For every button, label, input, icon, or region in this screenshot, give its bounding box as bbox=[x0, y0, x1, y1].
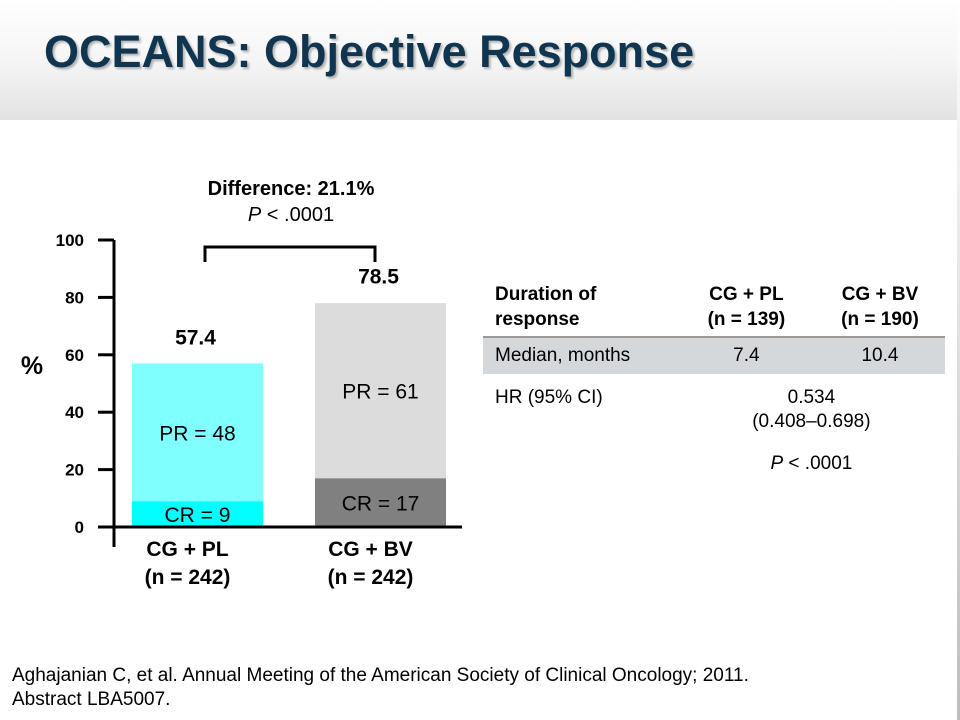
bar-pr-1 bbox=[132, 363, 263, 502]
difference-p-value: P < .0001 bbox=[160, 202, 422, 228]
hr-value-cell: 0.534 (0.408–0.698) bbox=[678, 374, 945, 438]
y-axis: 0 20 40 60 80 100% bbox=[21, 231, 462, 547]
category-label-1: CG + PL bbox=[146, 538, 228, 561]
table-header-bv: CG + BV (n = 190) bbox=[814, 280, 945, 338]
y-tick-label-0: 0 bbox=[75, 518, 84, 537]
median-pl: 7.4 bbox=[677, 337, 815, 374]
table-header-pl: CG + PL (n = 139) bbox=[677, 280, 815, 338]
y-tick-label-40: 40 bbox=[65, 403, 84, 422]
bars-layer bbox=[132, 303, 446, 527]
bar-pr-2 bbox=[315, 303, 446, 479]
table-row-hr: HR (95% CI) 0.534 (0.408–0.698) bbox=[483, 374, 945, 438]
y-tick-label-80: 80 bbox=[65, 288, 84, 307]
hr-value: 0.534 bbox=[787, 387, 836, 408]
difference-label: Difference: 21.1% bbox=[207, 178, 375, 200]
total-label-1: 57.4 bbox=[175, 326, 216, 349]
table-p-symbol: P bbox=[770, 453, 784, 474]
median-label: Median, months bbox=[483, 337, 678, 374]
category-sublabel-2: (n = 242) bbox=[328, 566, 414, 589]
slide-title: OCEANS: Objective Response bbox=[44, 26, 695, 77]
y-tick-label-60: 60 bbox=[65, 346, 84, 365]
table-header-row: Duration of response CG + PL (n = 139) CG … bbox=[483, 280, 945, 338]
segment-label-cr-2: CR = 17 bbox=[342, 493, 420, 516]
table-header-label: Duration of response bbox=[483, 280, 678, 338]
median-bv: 10.4 bbox=[814, 337, 945, 374]
table-row-median: Median, months 7.4 10.4 bbox=[483, 337, 945, 374]
bar-cr-1 bbox=[132, 501, 263, 527]
citation-line-2: Abstract LBA5007. bbox=[12, 689, 171, 710]
citation: Aghajanian C, et al. Annual Meeting of t… bbox=[12, 664, 912, 712]
p-symbol: P bbox=[247, 204, 262, 226]
table-row-p: P < .0001 bbox=[483, 438, 945, 480]
difference-bracket bbox=[203, 245, 377, 262]
table-p-value: P < .0001 bbox=[770, 453, 853, 474]
y-tick-label-100: 100 bbox=[56, 231, 84, 250]
y-tick-label-20: 20 bbox=[65, 461, 84, 480]
hr-label: HR (95% CI) bbox=[495, 387, 603, 408]
duration-of-response-table: Duration of response CG + PL (n = 139) CG … bbox=[483, 280, 945, 480]
hr-ci: (0.408–0.698) bbox=[752, 411, 871, 432]
category-label-2: CG + BV bbox=[328, 538, 413, 561]
segment-label-pr-2: PR = 61 bbox=[342, 381, 418, 404]
chart-labels: CR = 9 PR = 48 57.4 CG + PL (n = 242) CR = 17… bbox=[145, 266, 420, 589]
p-value-text: < .0001 bbox=[261, 204, 335, 226]
header-band bbox=[0, 0, 960, 120]
segment-label-pr-1: PR = 48 bbox=[159, 422, 235, 445]
total-label-2: 78.5 bbox=[358, 266, 399, 289]
bar-cr-2 bbox=[315, 478, 446, 527]
citation-line-1: Aghajanian C, et al. Annual Meeting of t… bbox=[12, 665, 749, 686]
difference-annotation: Difference: 21.1% P < .0001 bbox=[160, 176, 422, 228]
y-axis-label: % bbox=[21, 352, 43, 380]
slide-edge bbox=[957, 0, 960, 720]
segment-label-cr-1: CR = 9 bbox=[165, 504, 231, 527]
category-sublabel-1: (n = 242) bbox=[145, 566, 231, 589]
